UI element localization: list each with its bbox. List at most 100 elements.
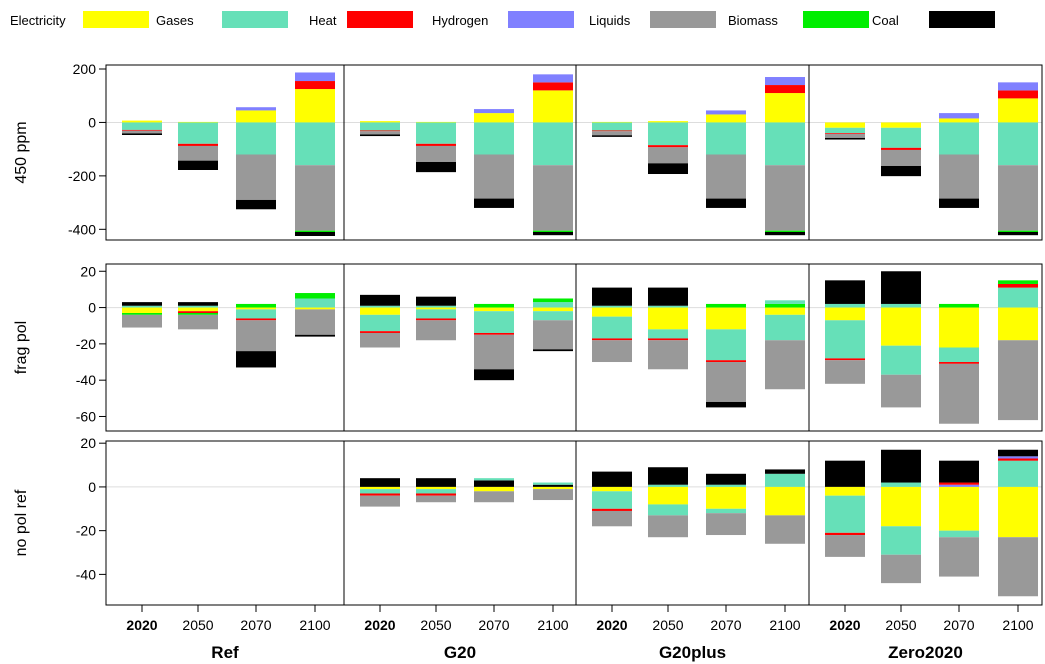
bar-segment-hydrogen (998, 456, 1038, 459)
panel-frame (343, 440, 577, 606)
bar-segment-gases (765, 300, 805, 304)
bar-segment-heat (295, 81, 335, 90)
bar-segment-liquids (416, 320, 456, 341)
bar-segment-electricity (592, 307, 632, 317)
bar-segment-gases (939, 530, 979, 538)
bar-segment-gases (706, 329, 746, 361)
panel-frame (105, 440, 345, 606)
bar-segment-gases (533, 302, 573, 308)
bar-segment-liquids (592, 510, 632, 527)
bar-segment-gases (825, 320, 865, 359)
bar-segment-gases (474, 122, 514, 155)
bar-segment-biomass (474, 303, 514, 308)
legend-label-biomass: Biomass (728, 13, 778, 28)
bar-segment-biomass (122, 313, 162, 315)
bar-segment-heat (360, 493, 400, 496)
bar-segment-liquids (998, 537, 1038, 597)
bar-segment-electricity (648, 486, 688, 505)
bar-segment-electricity (122, 120, 162, 123)
bar-segment-gases (881, 526, 921, 555)
bar-segment-liquids (360, 131, 400, 135)
bar-segment-gases (706, 122, 746, 155)
bar-segment-heat (360, 331, 400, 333)
bar-segment-coal (122, 133, 162, 135)
bar-segment-biomass (295, 230, 335, 232)
bar-segment-liquids (881, 149, 921, 166)
bar-segment-liquids (295, 309, 335, 335)
bar-segment-hydrogen (998, 82, 1038, 91)
bar-segment-gases (765, 473, 805, 487)
bar-segment-coal (881, 449, 921, 483)
bar-segment-electricity (474, 307, 514, 312)
bar-segment-liquids (825, 360, 865, 384)
bar-segment-heat (592, 508, 632, 511)
legend-swatch-gases (222, 11, 288, 28)
category-label: 2100 (1002, 617, 1033, 633)
bar-segment-gases (360, 305, 400, 308)
bar-segment-coal (533, 349, 573, 352)
category-label: 2100 (769, 617, 800, 633)
bar-segment-coal (178, 160, 218, 170)
bar-segment-liquids (648, 340, 688, 370)
bar-segment-liquids (706, 513, 746, 536)
bar-segment-liquids (881, 554, 921, 584)
bar-segment-electricity (939, 307, 979, 348)
category-label: 2050 (420, 617, 451, 633)
bar-segment-biomass (765, 303, 805, 308)
legend-label-coal: Coal (872, 13, 899, 28)
bar-segment-biomass (998, 230, 1038, 232)
category-label: 2070 (943, 617, 974, 633)
bar-segment-heat (416, 493, 456, 496)
bar-segment-gases (765, 314, 805, 341)
bar-segment-heat (416, 143, 456, 146)
bar-segment-coal (360, 134, 400, 137)
scenario-title: Ref (211, 643, 239, 662)
bar-segment-hydrogen (295, 72, 335, 82)
bar-segment-liquids (474, 154, 514, 199)
bar-segment-coal (360, 478, 400, 487)
bar-segment-biomass (706, 303, 746, 308)
bar-segment-gases (825, 127, 865, 134)
bar-segment-electricity (295, 89, 335, 123)
bar-segment-gases (178, 122, 218, 144)
legend-label-hydrogen: Hydrogen (432, 13, 488, 28)
bar-segment-gases (416, 489, 456, 494)
bar-segment-coal (474, 480, 514, 487)
bar-segment-liquids (881, 374, 921, 408)
y-tick-label: -200 (68, 168, 96, 184)
bar-segment-liquids (765, 515, 805, 544)
bar-segment-gases (122, 122, 162, 130)
row-label: frag pol (13, 321, 30, 374)
bar-segment-liquids (939, 154, 979, 199)
bar-segment-coal (592, 135, 632, 137)
bar-segment-electricity (236, 110, 276, 123)
bar-segment-gases (236, 309, 276, 319)
panel-frame (808, 263, 1043, 432)
bar-segment-liquids (939, 363, 979, 424)
bar-segment-hydrogen (939, 484, 979, 487)
bar-segment-coal (706, 473, 746, 485)
bar-segment-heat (178, 143, 218, 146)
bar-segment-gases (295, 122, 335, 166)
bar-segment-heat (765, 85, 805, 94)
bar-segment-coal (533, 484, 573, 487)
bar-segment-hydrogen (765, 77, 805, 86)
bar-segment-electricity (825, 307, 865, 321)
bar-segment-coal (416, 296, 456, 306)
y-tick-label: 0 (88, 114, 96, 130)
bar-segment-liquids (939, 537, 979, 577)
bar-segment-liquids (648, 147, 688, 164)
bar-segment-biomass (178, 313, 218, 315)
bar-segment-coal (236, 351, 276, 368)
bar-segment-heat (881, 147, 921, 150)
bar-segment-biomass (765, 230, 805, 232)
bar-segment-liquids (474, 491, 514, 503)
bar-segment-coal (295, 334, 335, 337)
bar-segment-heat (998, 90, 1038, 99)
bar-segment-liquids (122, 314, 162, 328)
bar-segment-coal (592, 471, 632, 487)
bar-segment-electricity (939, 118, 979, 123)
bar-segment-gases (998, 460, 1038, 487)
y-tick-label: 20 (80, 435, 96, 451)
bar-segment-coal (939, 460, 979, 483)
